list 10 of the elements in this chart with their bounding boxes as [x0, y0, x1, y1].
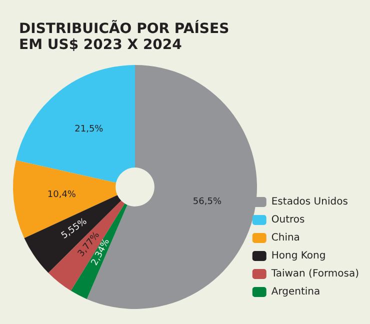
data-label: 21,5% [74, 124, 104, 134]
legend-label: China [271, 232, 300, 244]
legend-label: Estados Unidos [271, 196, 348, 208]
data-label: 10,4% [47, 190, 76, 200]
legend-label: Taiwan (Formosa) [270, 268, 360, 280]
legend-label: Argentina [271, 286, 320, 298]
data-label: 56,5% [192, 196, 222, 207]
legend-label: Outros [271, 214, 305, 226]
chart-title: DISTRIBUICÃO POR PAÍSES EM US$ 2023 X 2024 [19, 19, 230, 53]
legend-label: Hong Kong [271, 250, 326, 262]
